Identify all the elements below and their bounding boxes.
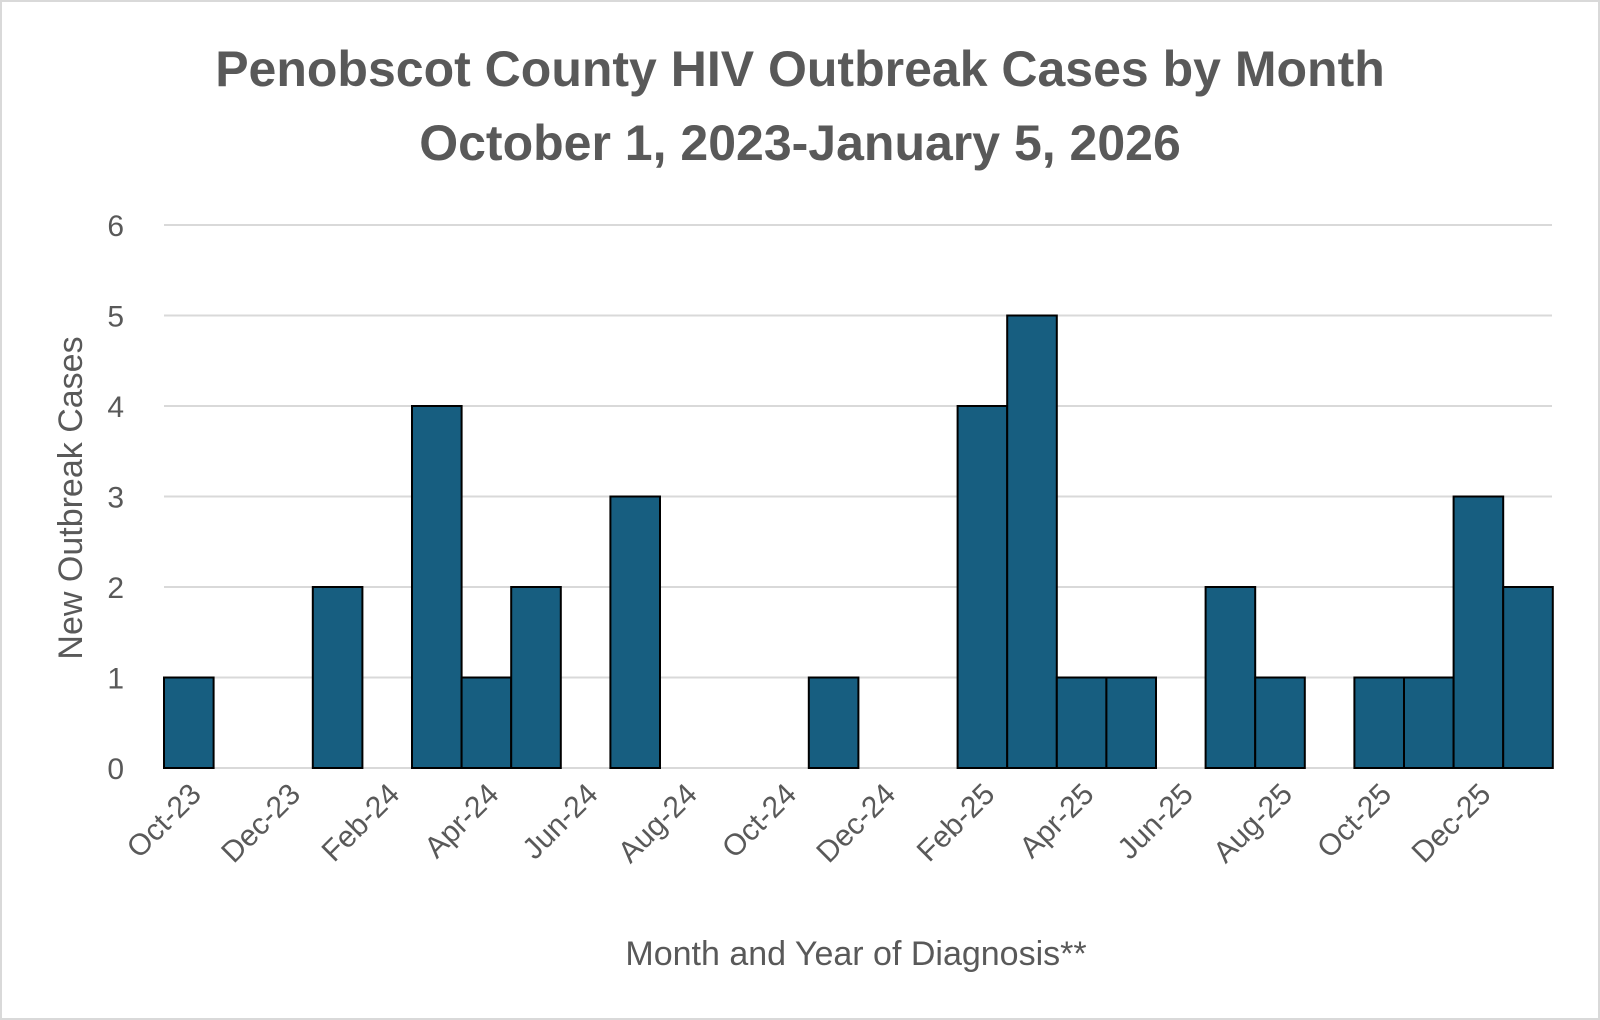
y-tick-label: 6 xyxy=(107,210,124,243)
bar-Mar-24 xyxy=(411,405,463,769)
chart-title-line2: October 1, 2023-January 5, 2026 xyxy=(419,115,1181,171)
bar-Apr-25 xyxy=(1055,676,1108,769)
chart-title-line1: Penobscot County HIV Outbreak Cases by M… xyxy=(215,41,1385,97)
y-tick-label: 1 xyxy=(107,663,124,696)
x-tick-label: Apr-25 xyxy=(1014,778,1101,865)
bar-Jan-26 xyxy=(1502,586,1554,769)
bar-Jul-25 xyxy=(1204,586,1257,769)
bar-Mar-25 xyxy=(1006,314,1058,769)
bar-Dec-25 xyxy=(1452,495,1505,769)
bar-Oct-25 xyxy=(1353,676,1406,769)
bar-May-24 xyxy=(510,586,562,769)
chart-title: Penobscot County HIV Outbreak Cases by M… xyxy=(0,32,1600,180)
bars xyxy=(163,314,1554,769)
x-tick-label: Oct-23 xyxy=(121,778,208,865)
bar-Aug-25 xyxy=(1254,676,1306,769)
y-tick-label: 2 xyxy=(107,572,124,605)
x-tick-label: Jun-24 xyxy=(516,778,604,866)
bar-Jul-24 xyxy=(609,495,662,769)
bar-Oct-23 xyxy=(163,676,215,769)
y-tick-label: 5 xyxy=(107,301,124,334)
bar-Feb-25 xyxy=(956,405,1009,769)
bar-Apr-24 xyxy=(460,676,513,769)
x-tick-label: Feb-24 xyxy=(316,778,407,869)
y-axis-title: New Outbreak Cases xyxy=(52,336,90,659)
x-tick-label: Dec-23 xyxy=(215,778,307,870)
x-tick-label: Aug-25 xyxy=(1207,778,1299,870)
y-axis-ticks: 0 1 2 3 4 5 6 xyxy=(107,210,124,786)
bar-Nov-24 xyxy=(807,676,860,769)
x-tick-label: Oct-25 xyxy=(1311,778,1398,865)
bar-Nov-25 xyxy=(1403,676,1455,769)
x-axis-ticks: Oct-23 Dec-23 Feb-24 Apr-24 Jun-24 Aug-24 Oct-… xyxy=(121,778,1498,870)
x-axis-title: Month and Year of Diagnosis** xyxy=(625,935,1086,973)
x-tick-label: Dec-24 xyxy=(810,778,902,870)
x-tick-label: Feb-25 xyxy=(911,778,1002,869)
y-tick-label: 3 xyxy=(107,482,124,515)
bar-May-25 xyxy=(1105,676,1158,769)
x-tick-label: Oct-24 xyxy=(716,778,803,865)
bar-Jan-24 xyxy=(311,586,364,769)
y-tick-label: 4 xyxy=(107,391,124,424)
y-tick-label: 0 xyxy=(107,753,124,786)
x-tick-label: Apr-24 xyxy=(418,778,505,865)
gridlines xyxy=(164,224,1552,769)
x-tick-label: Aug-24 xyxy=(612,778,704,870)
x-tick-label: Dec-25 xyxy=(1406,778,1498,870)
x-tick-label: Jun-25 xyxy=(1112,778,1200,866)
